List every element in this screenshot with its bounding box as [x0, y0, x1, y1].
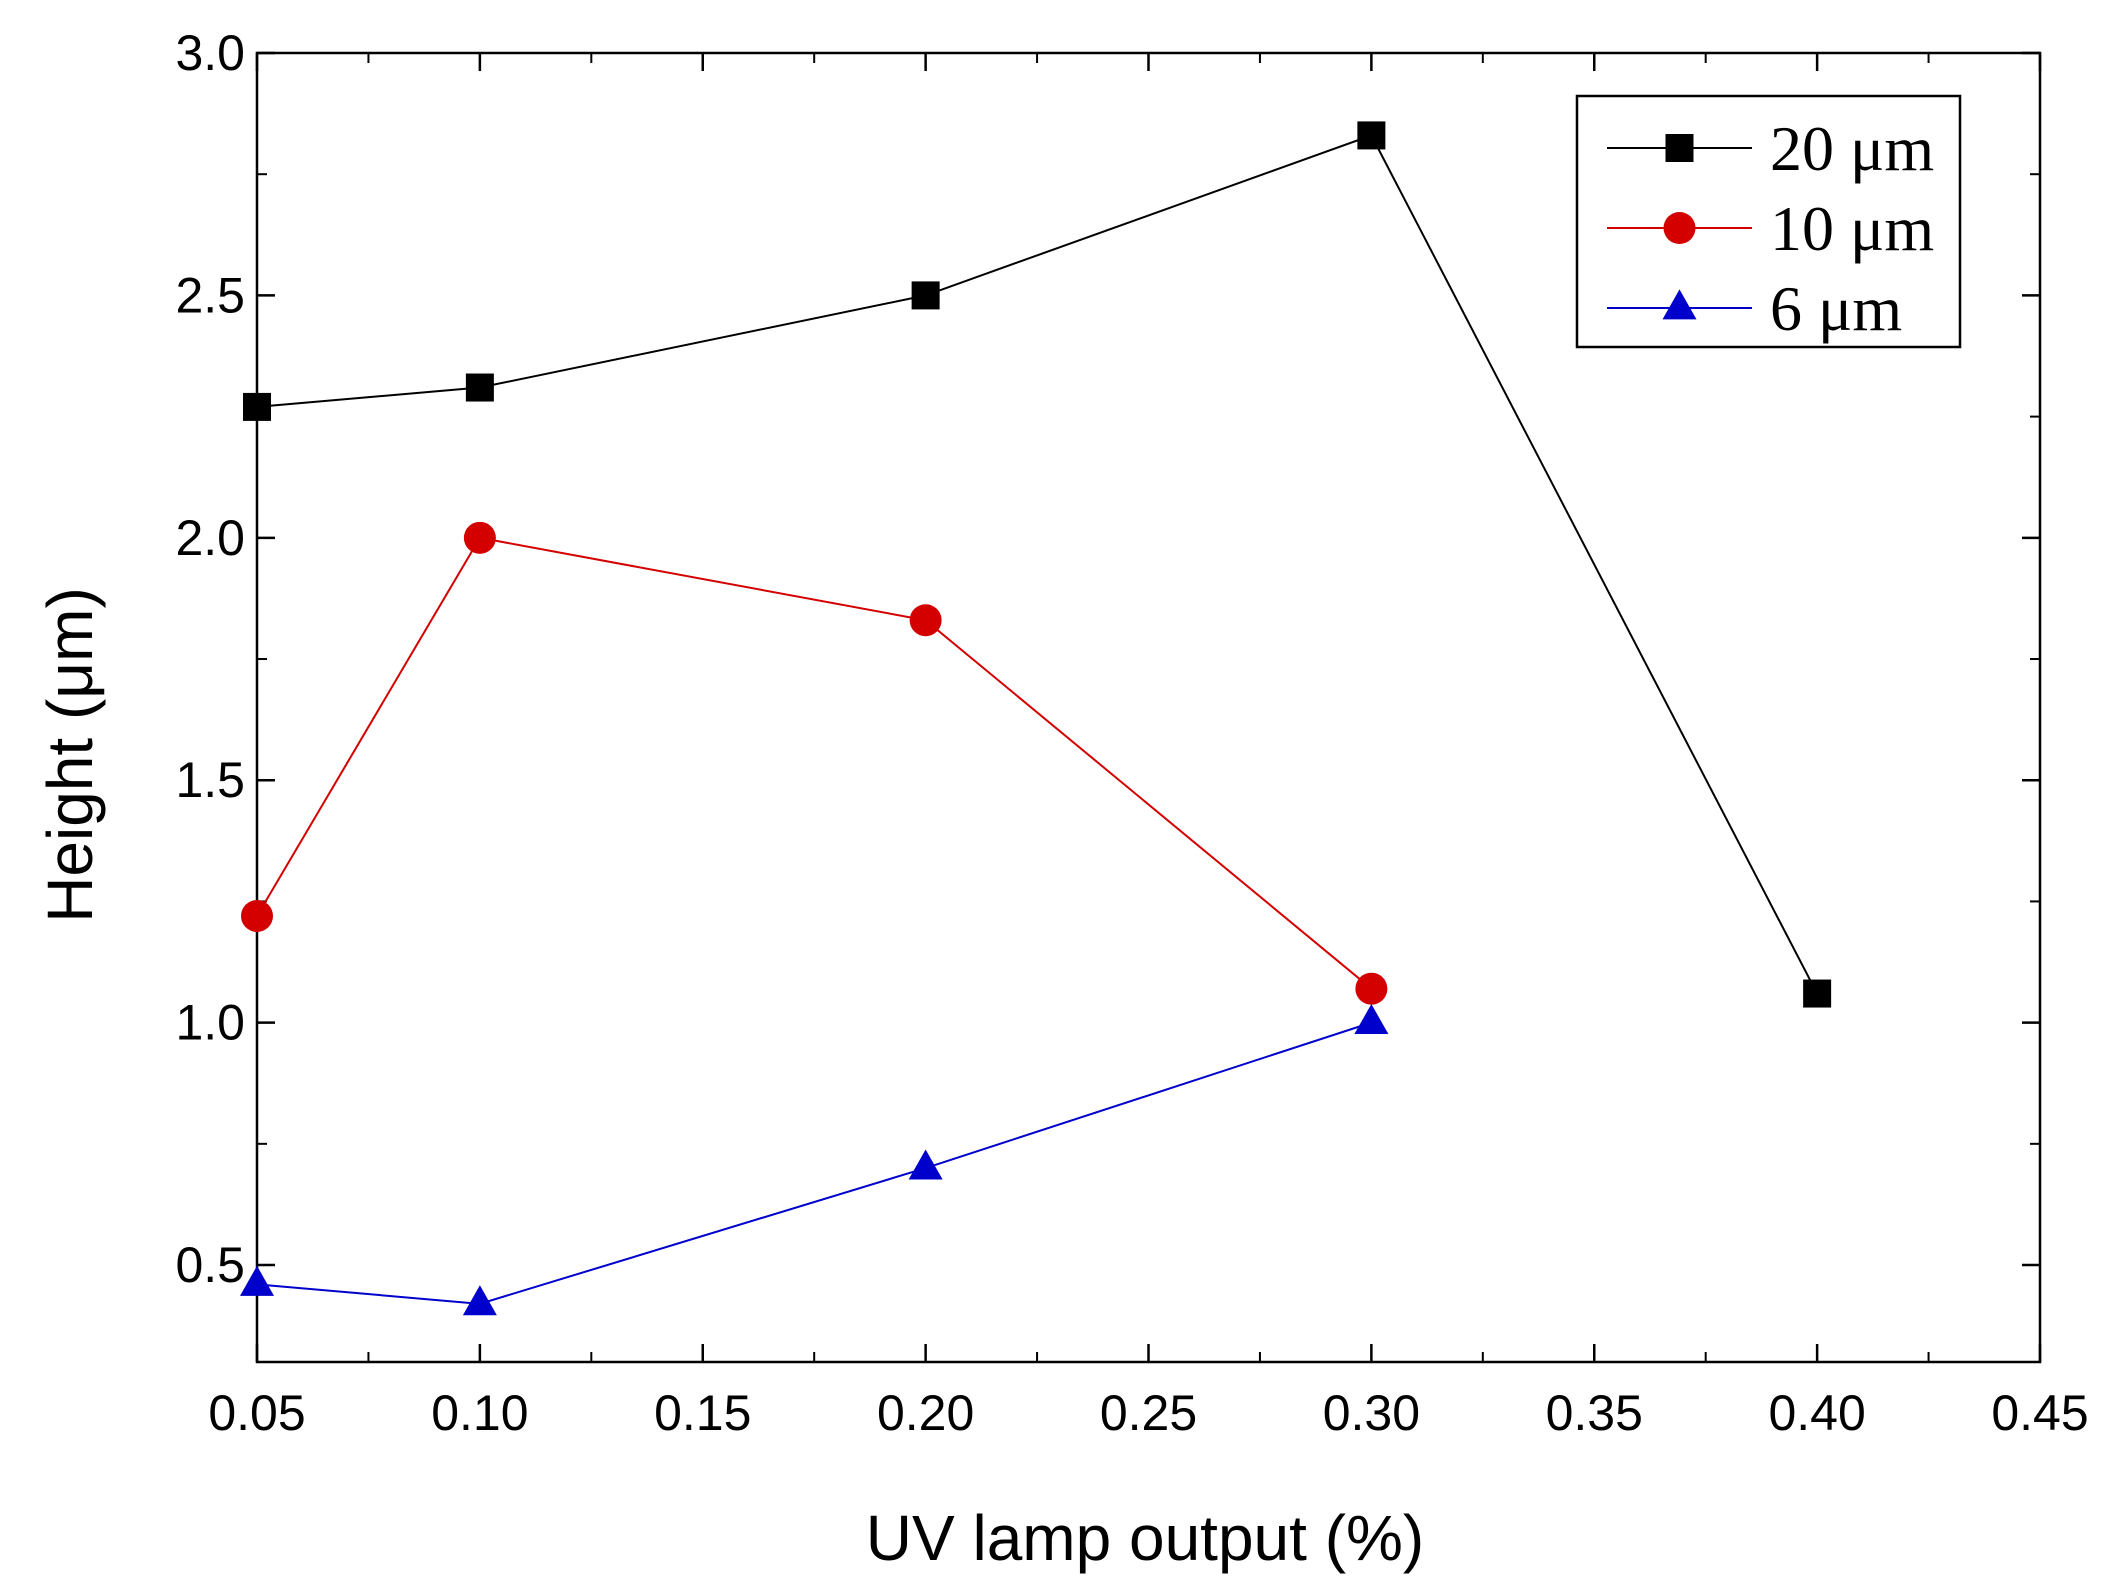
x-tick-label: 0.25 [1100, 1385, 1197, 1441]
y-tick-label: 0.5 [175, 1237, 245, 1293]
data-point [463, 521, 496, 554]
legend: 20 μm 10 μm 6 μm [1575, 94, 1962, 349]
x-tick-label: 0.20 [877, 1385, 974, 1441]
series-3 [240, 1004, 1389, 1316]
y-axis-title: Height (μm) [34, 587, 106, 923]
x-tick-label: 0.40 [1768, 1385, 1865, 1441]
x-tick-label: 0.35 [1546, 1385, 1643, 1441]
data-point [241, 899, 273, 932]
data-point [240, 1265, 274, 1296]
legend-marker [1662, 289, 1697, 320]
data-point [908, 1149, 943, 1180]
x-tick-label: 0.30 [1323, 1385, 1420, 1441]
x-tick-label: 0.10 [431, 1385, 528, 1441]
data-point [911, 281, 940, 310]
x-tick-label: 0.05 [208, 1385, 305, 1441]
data-point [1357, 121, 1386, 150]
y-tick-label: 3.0 [175, 25, 245, 81]
y-tick-label: 1.0 [175, 995, 245, 1051]
legend-marker [1663, 212, 1696, 244]
y-tick-label: 2.0 [175, 510, 245, 566]
legend-label: 20 μm [1770, 113, 1934, 184]
y-tick-label: 2.5 [175, 267, 245, 323]
legend-item: 20 μm [1607, 113, 1934, 184]
data-point [465, 373, 494, 402]
x-tick-label: 0.45 [1991, 1385, 2088, 1441]
x-axis-title: UV lamp output (%) [866, 1502, 1424, 1574]
y-tick-label: 1.5 [175, 752, 245, 808]
data-point [1354, 1004, 1389, 1035]
legend-label: 6 μm [1770, 273, 1902, 344]
data-point [462, 1285, 497, 1316]
data-point [1355, 972, 1388, 1005]
data-point [1803, 979, 1832, 1008]
series-line [256, 536, 1373, 990]
legend-item: 6 μm [1607, 273, 1902, 344]
data-point [243, 392, 271, 421]
legend-marker [1665, 134, 1694, 162]
data-point [909, 604, 942, 637]
legend-box [1575, 94, 1962, 349]
legend-item: 10 μm [1607, 193, 1934, 264]
series-1 [243, 121, 1832, 1008]
series-2 [241, 521, 1388, 1005]
legend-label: 10 μm [1770, 193, 1934, 264]
series-line [256, 1021, 1372, 1305]
x-tick-label: 0.15 [654, 1385, 751, 1441]
